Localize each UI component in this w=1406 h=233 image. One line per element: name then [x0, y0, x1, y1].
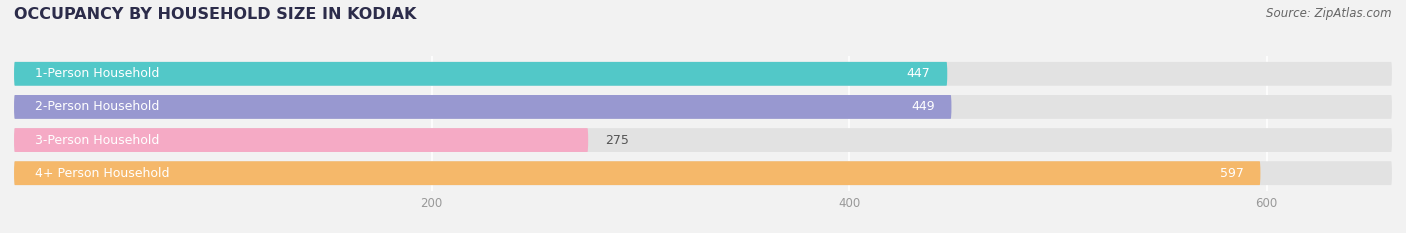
Text: 1-Person Household: 1-Person Household	[35, 67, 159, 80]
Text: 3-Person Household: 3-Person Household	[35, 134, 159, 147]
FancyBboxPatch shape	[14, 62, 948, 86]
FancyBboxPatch shape	[14, 62, 1392, 86]
FancyBboxPatch shape	[14, 161, 1260, 185]
Text: 449: 449	[911, 100, 935, 113]
Text: 597: 597	[1220, 167, 1244, 180]
Text: OCCUPANCY BY HOUSEHOLD SIZE IN KODIAK: OCCUPANCY BY HOUSEHOLD SIZE IN KODIAK	[14, 7, 416, 22]
Text: 4+ Person Household: 4+ Person Household	[35, 167, 170, 180]
FancyBboxPatch shape	[14, 95, 952, 119]
FancyBboxPatch shape	[14, 161, 1392, 185]
FancyBboxPatch shape	[14, 128, 588, 152]
FancyBboxPatch shape	[14, 95, 1392, 119]
Text: Source: ZipAtlas.com: Source: ZipAtlas.com	[1267, 7, 1392, 20]
Text: 447: 447	[907, 67, 931, 80]
FancyBboxPatch shape	[14, 128, 1392, 152]
Text: 2-Person Household: 2-Person Household	[35, 100, 159, 113]
Text: 275: 275	[605, 134, 628, 147]
